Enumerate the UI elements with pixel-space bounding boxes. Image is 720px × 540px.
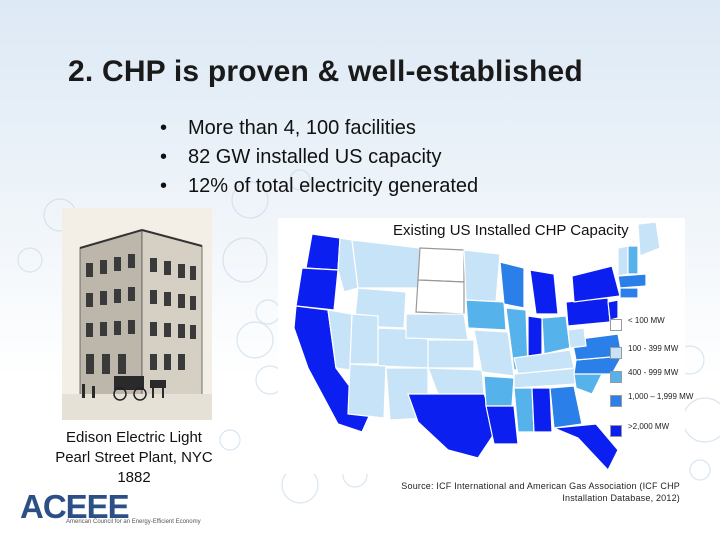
bullet-icon: •: [160, 146, 168, 168]
legend-item: < 100 MW: [610, 316, 710, 336]
legend-item: 100 - 399 MW: [610, 344, 710, 364]
us-map-graphic: [293, 221, 661, 472]
logo-wordmark: ACEEE: [20, 488, 130, 525]
bullet-list: • More than 4, 100 facilities • 82 GW inst…: [160, 114, 478, 201]
legend-item: >2,000 MW: [610, 422, 710, 442]
bullet-item: • More than 4, 100 facilities: [160, 114, 478, 143]
legend-item: 400 - 999 MW: [610, 368, 710, 388]
slide-title: 2. CHP is proven & well-established: [68, 55, 583, 88]
photo-caption: Edison Electric Light Pearl Street Plant…: [55, 429, 213, 486]
source-citation: Source: ICF International and American G…: [401, 481, 680, 503]
legend-swatch: [610, 395, 622, 407]
bullet-item: • 12% of total electricity generated: [160, 172, 478, 201]
aceee-logo: ACEEE American Council for an Energy-Eff…: [16, 488, 216, 530]
legend-swatch: [610, 425, 622, 437]
legend-swatch: [610, 371, 622, 383]
legend-swatch: [610, 347, 622, 359]
bullet-item: • 82 GW installed US capacity: [160, 143, 478, 172]
bullet-icon: •: [160, 175, 168, 197]
logo-subtitle: American Council for an Energy-Efficient…: [66, 519, 201, 525]
map-title: Existing US Installed CHP Capacity: [393, 222, 629, 239]
legend-item: 1,000 – 1,999 MW: [610, 392, 710, 412]
legend-swatch: [610, 319, 622, 331]
us-chp-map: [278, 218, 685, 474]
edison-plant-photo: [62, 208, 212, 420]
bullet-icon: •: [160, 117, 168, 139]
